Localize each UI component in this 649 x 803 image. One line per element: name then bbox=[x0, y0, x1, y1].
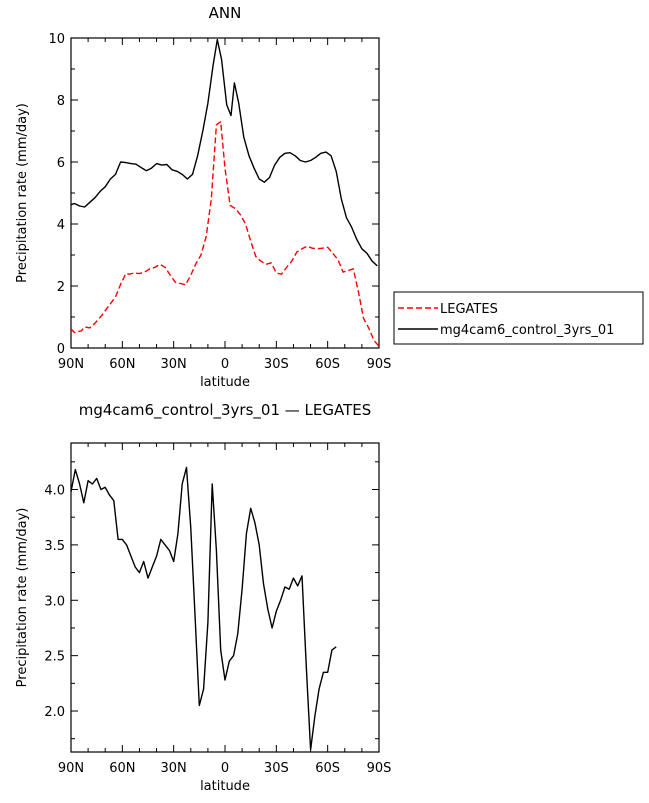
chart-title: ANN bbox=[209, 4, 242, 22]
legend-entry: LEGATES bbox=[440, 302, 498, 317]
series-line-legates bbox=[70, 120, 380, 347]
y-tick-label: 2.5 bbox=[44, 650, 65, 665]
x-tick-label: 60N bbox=[109, 761, 135, 776]
legend-entry: mg4cam6_control_3yrs_01 bbox=[440, 323, 614, 338]
y-tick-label: 6 bbox=[57, 156, 65, 171]
y-tick-label: 2.0 bbox=[44, 705, 65, 720]
x-tick-label: 90S bbox=[367, 357, 392, 372]
legend-box bbox=[393, 291, 644, 345]
y-tick-label: 3.5 bbox=[44, 539, 65, 554]
x-tick-label: 0 bbox=[221, 357, 229, 372]
x-tick-label: 90N bbox=[58, 357, 84, 372]
y-tick-label: 4 bbox=[57, 218, 65, 233]
y-axis-label: Precipitation rate (mm/day) bbox=[15, 103, 30, 283]
x-tick-label: 60N bbox=[109, 357, 135, 372]
x-tick-label: 90N bbox=[58, 761, 84, 776]
x-axis-label: latitude bbox=[200, 375, 250, 390]
x-tick-label: 30N bbox=[161, 357, 187, 372]
x-tick-label: 30S bbox=[264, 357, 289, 372]
y-tick-label: 3.0 bbox=[44, 594, 65, 609]
x-tick-label: 60S bbox=[315, 357, 340, 372]
x-tick-label: 0 bbox=[221, 761, 229, 776]
x-tick-label: 30S bbox=[264, 761, 289, 776]
y-tick-label: 8 bbox=[57, 94, 65, 109]
plot-frame bbox=[70, 442, 380, 753]
y-tick-label: 10 bbox=[48, 32, 65, 47]
x-tick-label: 30N bbox=[161, 761, 187, 776]
y-axis-label: Precipitation rate (mm/day) bbox=[15, 508, 30, 688]
x-tick-label: 90S bbox=[367, 761, 392, 776]
y-tick-label: 2 bbox=[57, 280, 65, 295]
y-tick-label: 4.0 bbox=[44, 484, 65, 499]
y-tick-label: 0 bbox=[57, 342, 65, 357]
x-tick-label: 60S bbox=[315, 761, 340, 776]
series-line-difference bbox=[70, 466, 337, 751]
series-line-mg4cam6_control_3yrs_01 bbox=[70, 38, 378, 267]
x-axis-label: latitude bbox=[200, 779, 250, 794]
chart-title: mg4cam6_control_3yrs_01 — LEGATES bbox=[79, 401, 372, 420]
